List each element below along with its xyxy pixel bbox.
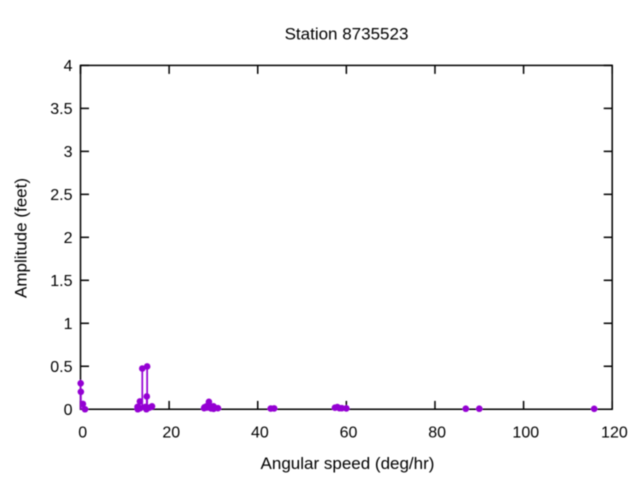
svg-text:3: 3 [64,144,73,161]
svg-text:4: 4 [64,58,73,75]
svg-text:0.5: 0.5 [50,359,72,376]
svg-text:0: 0 [78,424,87,441]
svg-text:1: 1 [64,316,73,333]
svg-text:Angular speed (deg/hr): Angular speed (deg/hr) [261,454,435,473]
svg-text:3.5: 3.5 [50,101,72,118]
svg-text:1.5: 1.5 [50,273,72,290]
svg-text:0: 0 [64,402,73,419]
svg-text:20: 20 [162,424,180,441]
svg-text:Station 8735523: Station 8735523 [285,25,409,44]
svg-text:Amplitude (feet): Amplitude (feet) [12,178,31,298]
svg-text:40: 40 [251,424,269,441]
svg-text:100: 100 [512,424,539,441]
svg-text:60: 60 [340,424,358,441]
svg-text:2: 2 [64,230,73,247]
svg-text:120: 120 [601,424,628,441]
svg-text:80: 80 [428,424,446,441]
svg-text:2.5: 2.5 [50,187,72,204]
